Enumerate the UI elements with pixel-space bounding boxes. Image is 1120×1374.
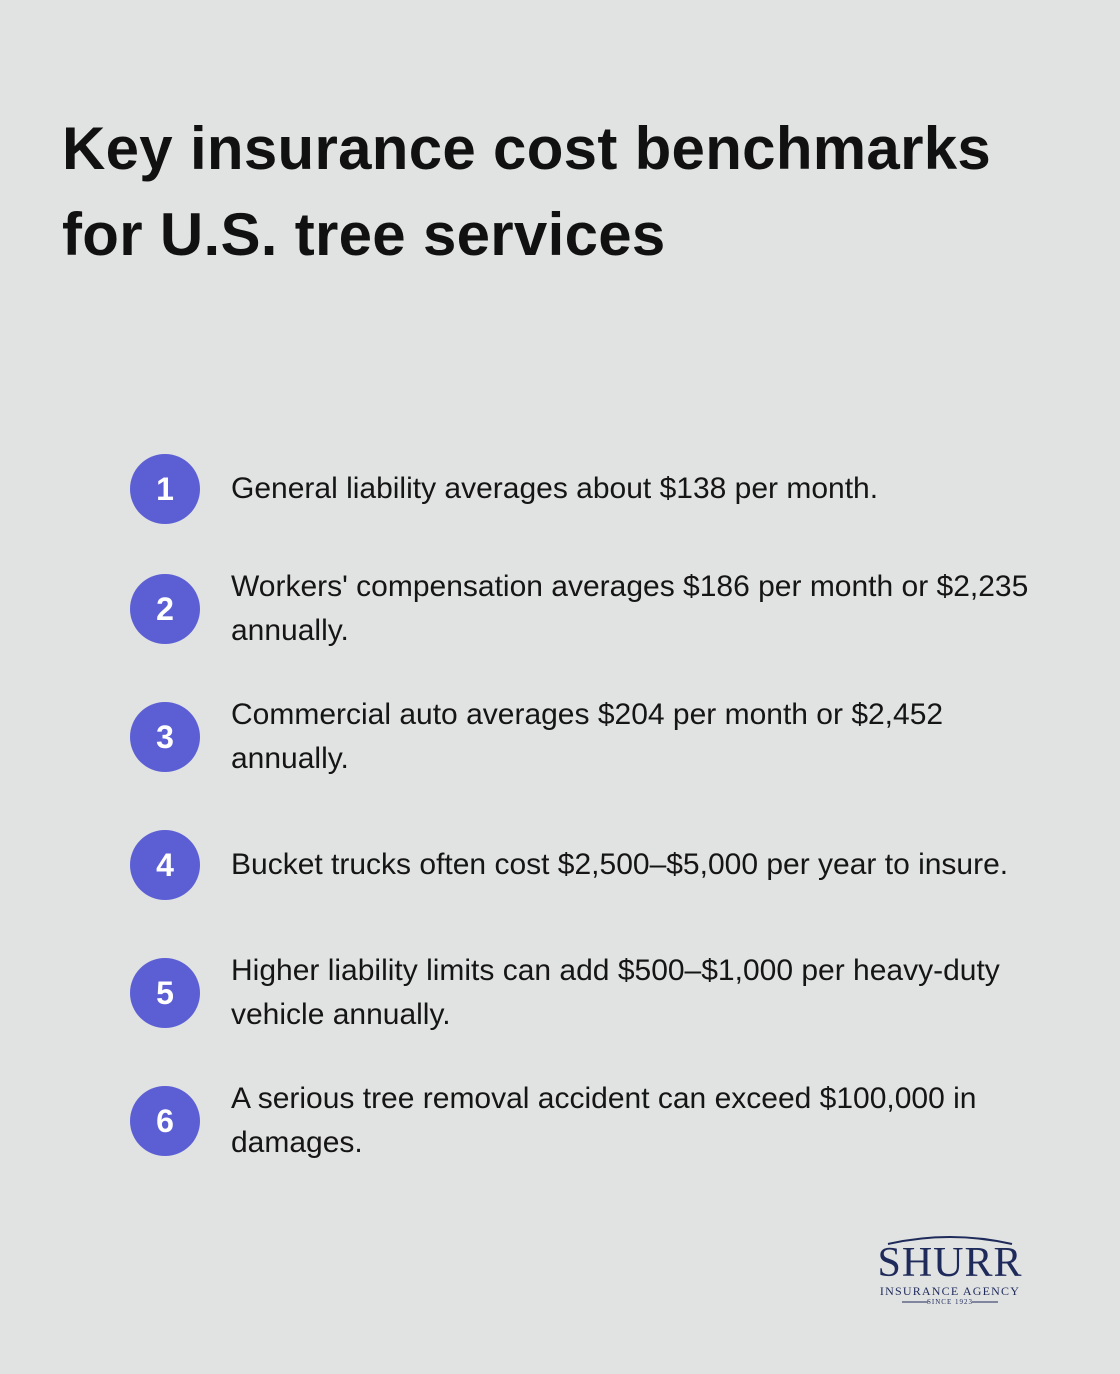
item-number: 3: [130, 702, 200, 772]
item-text: Bucket trucks often cost $2,500–$5,000 p…: [231, 848, 1009, 881]
item-number: 2: [130, 574, 200, 644]
list-item: 4 Bucket trucks often cost $2,500–$5,000 …: [130, 821, 1030, 909]
item-number: 4: [130, 830, 200, 900]
item-text: Workers' compensation averages $186 per …: [231, 570, 1029, 647]
logo-name: SHURR: [877, 1240, 1023, 1286]
list-item: 3 Commercial auto averages $204 per month…: [130, 693, 1030, 781]
title: Key insurance cost benchmarks for U.S. t…: [62, 115, 992, 268]
item-text: Commercial auto averages $204 per month …: [231, 698, 944, 775]
item-text: General liability averages about $138 pe…: [231, 472, 879, 505]
logo-art: [887, 1236, 1013, 1303]
item-number: 5: [130, 958, 200, 1028]
item-text: Higher liability limits can add $500–$1,…: [231, 954, 1000, 1031]
list-item: 5 Higher liability limits can add $500–$1…: [130, 949, 1030, 1037]
item-text: A serious tree removal accident can exce…: [231, 1082, 977, 1159]
logo-tagline: INSURANCE AGENCY: [879, 1284, 1021, 1298]
logo-since: SINCE 1923: [927, 1298, 973, 1306]
item-number: 1: [130, 454, 200, 524]
item-number: 6: [130, 1086, 200, 1156]
list-item: 1 General liability averages about $138 p…: [130, 445, 1030, 533]
list-item: 6 A serious tree removal accident can exc…: [130, 1077, 1030, 1165]
logo: SHURR INSURANCE AGENCY SINCE 1923: [860, 1232, 1040, 1312]
list-item: 2 Workers' compensation averages $186 per…: [130, 565, 1030, 653]
